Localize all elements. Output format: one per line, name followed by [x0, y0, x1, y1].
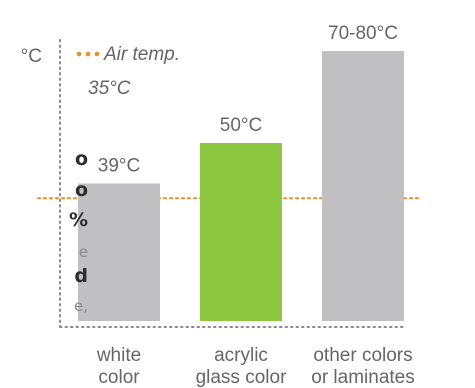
legend-dot — [77, 52, 82, 57]
side-text-fragment-3: % — [69, 211, 88, 230]
reference-line-value-label: 35°C — [88, 78, 131, 99]
bar-value-label: 50°C — [220, 115, 262, 136]
category-label: other colors — [313, 345, 412, 366]
bar-value-label: 70-80°C — [328, 23, 398, 44]
category-label: color — [98, 367, 140, 388]
bar — [200, 143, 282, 321]
y-axis-unit-label: °C — [21, 46, 42, 67]
side-text-fragment-2: o — [75, 181, 88, 200]
side-text-fragment-1: o — [75, 150, 88, 169]
legend-dot — [86, 52, 91, 57]
category-label: glass color — [196, 367, 287, 388]
bar-value-label: 39°C — [98, 156, 140, 177]
category-label: white — [96, 345, 141, 366]
category-label: or laminates — [311, 367, 415, 388]
legend-dot — [95, 52, 100, 57]
reference-line-label: Air temp. — [103, 44, 180, 65]
reference-legend-marker — [77, 52, 100, 57]
side-text-fragment-5: d — [74, 267, 88, 286]
bar — [322, 51, 404, 321]
side-text-fragment-4: e — [79, 243, 88, 262]
category-label: acrylic — [214, 345, 268, 366]
side-text-fragment-6: e, — [74, 297, 88, 316]
bar — [78, 184, 160, 322]
